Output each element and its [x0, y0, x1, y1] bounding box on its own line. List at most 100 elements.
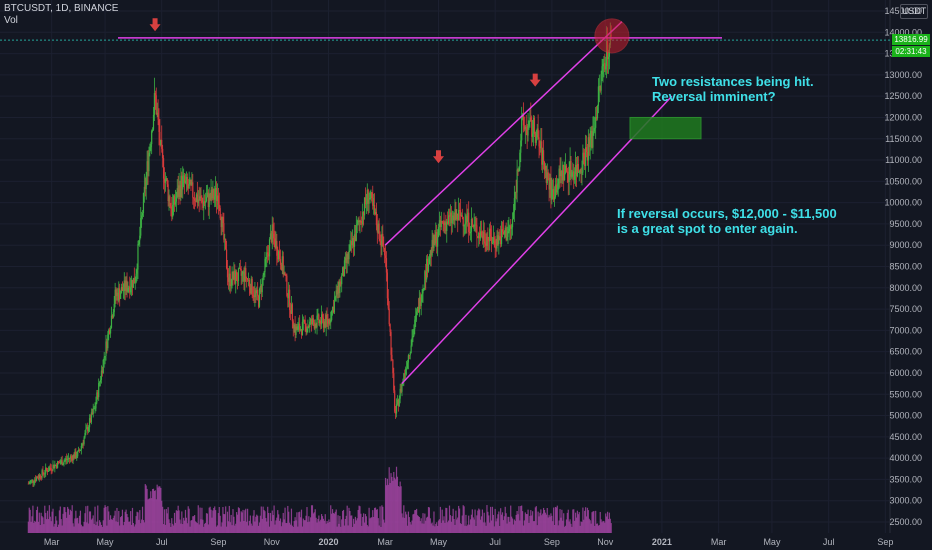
candle-body — [262, 275, 264, 279]
volume-bar — [207, 524, 209, 533]
candle-body — [428, 258, 431, 265]
volume-bar — [530, 510, 532, 533]
volume-bar — [519, 520, 521, 533]
volume-bar — [238, 508, 240, 533]
candle-body — [345, 257, 347, 264]
candle-body — [561, 170, 563, 181]
candle-body — [259, 286, 261, 289]
volume-bar — [421, 523, 423, 533]
candle-body — [335, 290, 337, 297]
volume-bar — [100, 524, 103, 533]
candle-body — [314, 324, 316, 329]
candle-body — [224, 238, 226, 240]
volume-bar — [268, 526, 271, 533]
candle-body — [504, 227, 506, 234]
volume-bar — [558, 520, 560, 533]
candle-body — [407, 355, 409, 363]
volume-bar — [310, 517, 312, 533]
volume-bar — [393, 471, 395, 533]
volume-bar — [53, 526, 55, 533]
volume-bar — [349, 511, 351, 533]
candle-body — [431, 239, 433, 256]
candle-body — [51, 470, 53, 471]
candle-body — [175, 197, 177, 202]
candle-body — [581, 172, 583, 174]
candle-body — [284, 272, 286, 276]
candle-body — [527, 125, 529, 136]
volume-bar — [109, 515, 112, 533]
volume-bar — [408, 517, 410, 533]
candle-body — [482, 231, 484, 239]
time-axis: Mar May Jul Sep Nov 2020 Mar May Jul Sep Nov 2021 Ma… — [0, 533, 932, 550]
price-tick-label: 4500.00 — [889, 432, 922, 442]
volume-bar — [423, 523, 425, 533]
volume-bar — [48, 505, 50, 533]
candle-body — [394, 390, 396, 412]
candle-body — [538, 137, 540, 147]
volume-bar — [496, 518, 498, 533]
currency-badge[interactable]: USDT — [900, 4, 928, 19]
volume-bar — [247, 508, 249, 533]
volume-bar — [103, 507, 105, 533]
candle-body — [475, 224, 477, 226]
time-tick-label: May — [97, 537, 115, 547]
price-tick-label: 9000.00 — [889, 240, 922, 250]
candle-body — [592, 131, 594, 148]
candle-body — [490, 228, 492, 237]
candle-body — [164, 179, 166, 183]
volume-bar — [93, 523, 95, 533]
price-tick-label: 3000.00 — [889, 496, 922, 506]
volume-bar — [479, 519, 482, 533]
volume-bar — [383, 519, 385, 533]
volume-bar — [313, 512, 315, 533]
candle-body — [117, 292, 119, 301]
volume-bar — [269, 512, 272, 533]
candle-body — [494, 240, 496, 248]
volume-bar — [412, 514, 414, 533]
volume-bar — [514, 520, 516, 533]
candle-body — [384, 255, 387, 259]
volume-bar — [568, 521, 570, 533]
candle-body — [476, 225, 478, 237]
candle-body — [338, 281, 340, 294]
time-tick-label: 2020 — [318, 537, 338, 547]
volume-bar — [547, 517, 549, 533]
volume-bar — [145, 485, 147, 533]
candle-body — [242, 271, 244, 274]
candle-body — [109, 329, 111, 334]
volume-bar — [502, 520, 505, 533]
volume-bar — [284, 507, 286, 533]
candle-body — [233, 270, 235, 280]
volume-bar — [610, 523, 612, 533]
volume-bar — [162, 506, 164, 533]
volume-bar — [125, 509, 127, 533]
candle-body — [44, 473, 46, 475]
volume-bar — [511, 516, 513, 533]
candle-body — [418, 297, 420, 313]
volume-bar — [61, 525, 63, 533]
candle-body — [122, 290, 124, 292]
volume-bar — [237, 507, 240, 533]
volume-bar — [411, 520, 413, 533]
candle-body — [217, 195, 219, 205]
candle-body — [113, 303, 115, 313]
candle-body — [66, 458, 68, 460]
candle-body — [523, 125, 526, 130]
candle-body — [307, 326, 309, 329]
candle-body — [294, 324, 296, 336]
candle-body — [390, 332, 392, 355]
down-arrow-marker — [529, 73, 541, 87]
volume-bar — [542, 513, 544, 533]
candle-body — [30, 480, 32, 482]
candle-body — [487, 236, 489, 241]
volume-bar — [367, 526, 369, 533]
volume-bar — [456, 519, 458, 533]
channel-upper-line — [384, 21, 623, 246]
volume-bar — [396, 476, 399, 533]
candle-body — [91, 412, 93, 415]
volume-bar — [444, 522, 446, 533]
volume-bar — [554, 506, 557, 533]
volume-bar — [156, 484, 158, 533]
volume-bar — [310, 505, 313, 533]
